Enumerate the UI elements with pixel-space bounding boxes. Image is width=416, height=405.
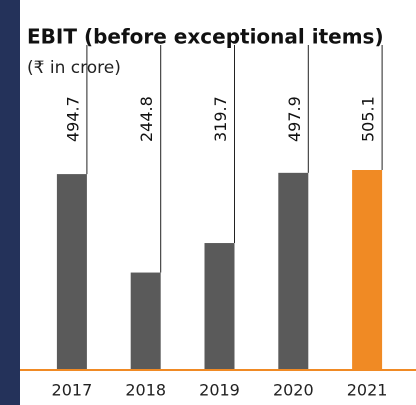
chart-title: EBIT (before exceptional items) xyxy=(27,25,384,49)
bar xyxy=(204,243,235,369)
x-tick-label: 2018 xyxy=(125,381,166,400)
value-label: 505.1 xyxy=(359,96,378,142)
x-tick-label: 2020 xyxy=(273,381,314,400)
x-tick-label: 2019 xyxy=(199,381,240,400)
bar xyxy=(352,170,383,369)
x-tick-label: 2021 xyxy=(347,381,388,400)
chart-subtitle: (₹ in crore) xyxy=(27,58,121,78)
photo-edge xyxy=(0,0,22,405)
value-label: 494.7 xyxy=(63,96,82,142)
bar xyxy=(130,272,161,369)
bar xyxy=(278,172,309,369)
value-label: 497.9 xyxy=(285,96,304,142)
value-label: 319.7 xyxy=(211,96,230,142)
bar xyxy=(56,174,87,369)
x-tick-label: 2017 xyxy=(52,381,93,400)
value-label: 244.8 xyxy=(137,96,156,142)
